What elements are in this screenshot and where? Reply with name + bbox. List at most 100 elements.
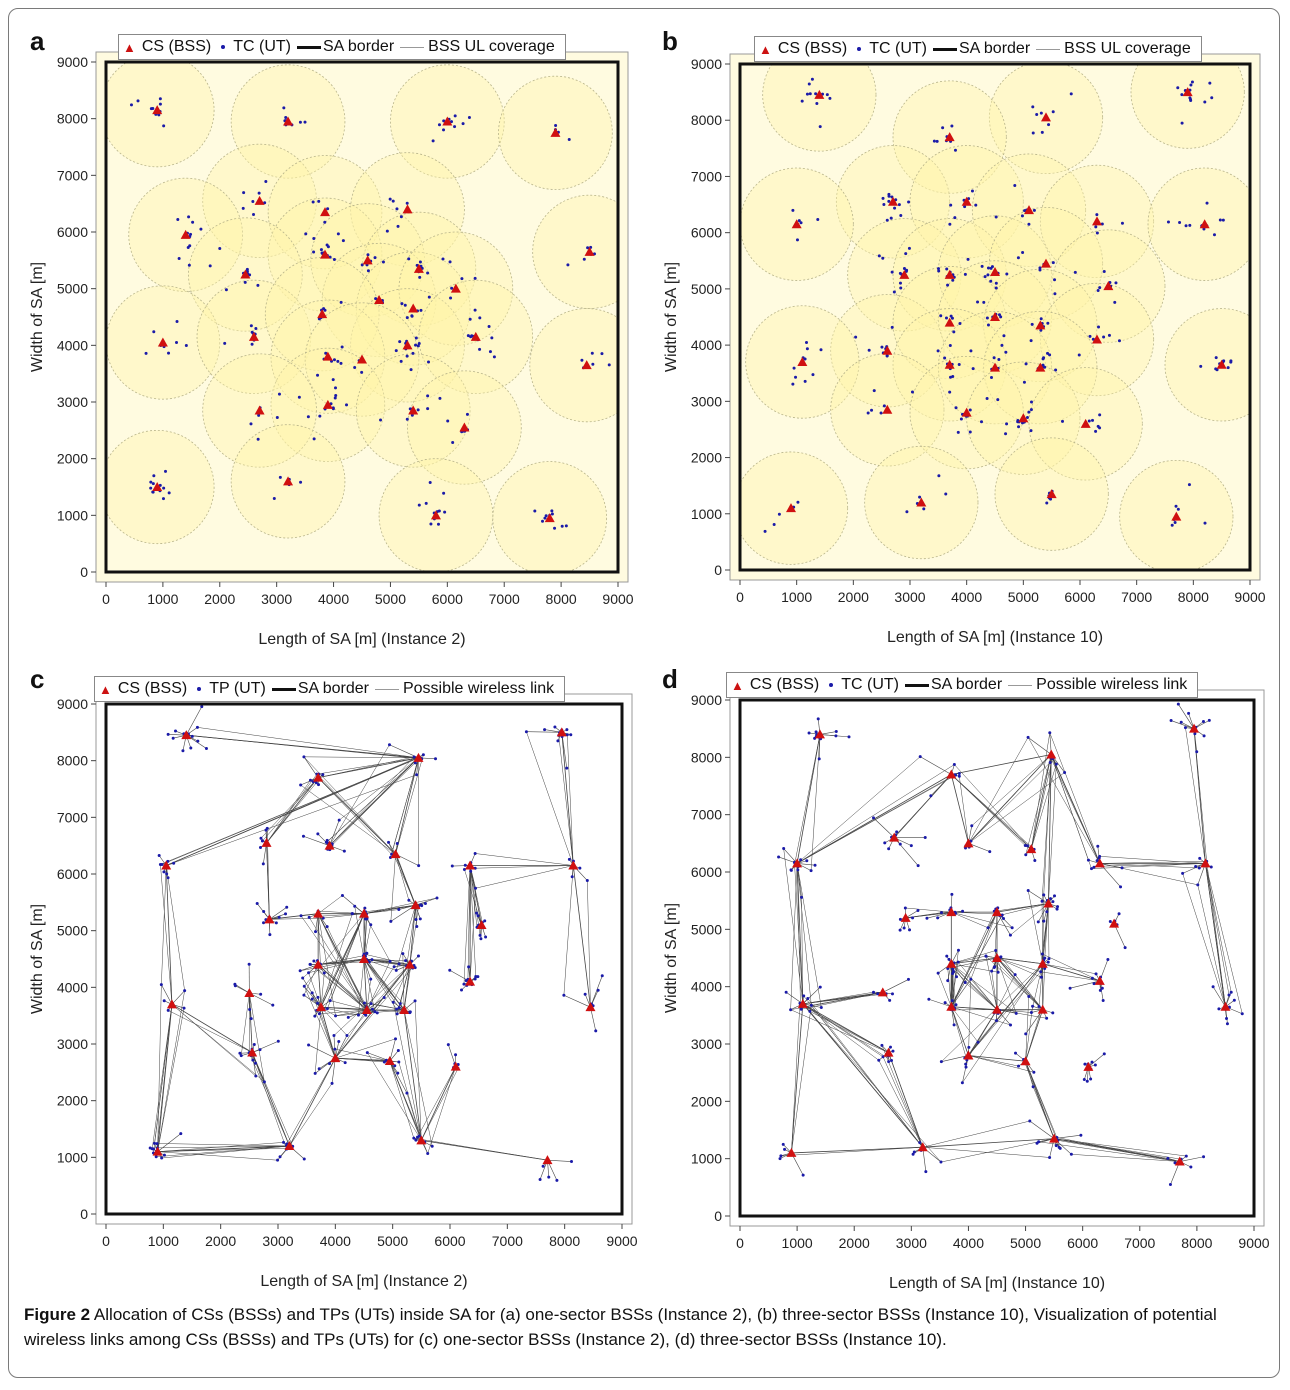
tc-point [1013,973,1017,977]
tc-point [442,119,446,123]
cs-marker [882,404,893,414]
cs-marker [247,1047,258,1057]
tc-point [484,935,488,939]
tc-point [988,850,992,854]
tc-point [1190,80,1194,84]
x-tick-label: 7000 [492,1233,523,1249]
wireless-link [920,756,952,775]
wireless-link [475,865,574,869]
tc-point [1027,410,1031,414]
tc-point [1020,214,1024,218]
tc-point [948,344,952,348]
tc-point [431,139,435,143]
wireless-link [951,754,1052,775]
tc-point [166,876,170,880]
y-tick-label: 8000 [57,753,88,769]
tc-point [1048,353,1052,357]
tc-point [328,999,332,1003]
x-tick-label: 3000 [896,1235,927,1251]
tc-point [819,348,823,352]
tc-point [1229,990,1233,994]
wireless-link [796,774,956,864]
tc-point [487,324,491,328]
tc-point [323,220,327,224]
wireless-link [335,1038,396,1059]
wireless-link [796,863,804,1004]
tc-point [891,1049,895,1053]
tc-point [256,437,260,441]
tc-point [952,763,956,767]
x-axis-label: Length of SA [m] (Instance 10) [889,1275,1105,1292]
tc-point [316,1001,320,1005]
tc-point [937,269,941,273]
caption-label: Figure 2 [24,1305,91,1324]
y-axis-label: Width of SA [m] [29,262,46,372]
tc-point [394,349,398,353]
tc-point [578,866,582,870]
tc-point [324,351,328,355]
tc-point [331,378,335,382]
wireless-link [420,1066,457,1141]
x-tick-label: 0 [736,589,744,605]
wireless-link [526,731,562,733]
cs-marker [390,849,401,859]
tc-point [418,275,422,279]
wireless-link [968,843,990,852]
tc-point [1101,998,1105,1002]
tc-point [828,96,832,100]
tc-point [948,222,952,226]
tc-point [872,990,876,994]
tc-point [333,396,337,400]
wireless-link [240,992,250,1056]
tc-point [903,906,907,910]
x-tick-label: 5000 [375,591,406,607]
tc-point [1021,250,1025,254]
y-tick-label: 0 [714,1208,722,1224]
wireless-link [922,1138,1055,1148]
coverage-circle [532,194,618,309]
y-tick-label: 2000 [57,1093,88,1109]
tc-point [943,356,947,360]
plot-background [95,51,629,583]
tc-point [963,205,967,209]
tc-point [1107,333,1111,337]
tc-point [1052,894,1056,898]
legend-a-cs: CS (BSS) [141,38,212,55]
wireless-link [289,1057,336,1147]
tc-point [1039,317,1043,321]
tc-point [1031,105,1035,109]
tc-point [399,215,403,219]
tc-point [1069,92,1073,96]
tc-point [251,1058,255,1062]
tc-point [1183,726,1187,730]
tc-point [375,1011,379,1015]
tc-point [162,124,166,128]
wireless-link [802,1003,942,1163]
tc-point [407,898,411,902]
tc-point [483,919,487,923]
cs-marker [944,359,955,369]
tc-point [897,203,901,207]
tc-point [373,1010,377,1014]
tc-point [1195,750,1199,754]
tc-point [218,246,222,250]
tc-point [369,1002,373,1006]
tc-point [1088,334,1092,338]
tc-point [807,82,811,86]
tc-point [957,771,961,775]
tc-point [969,977,973,981]
cs-marker [317,309,328,319]
wireless-link [951,963,955,1009]
coverage-legend-icon [1036,48,1061,50]
tc-point [1214,356,1218,360]
tc-point [316,373,320,377]
tc-point [468,317,472,321]
tc-point [948,390,952,394]
tc-point [803,379,807,383]
tc-point [334,393,338,397]
tc-point [181,749,185,753]
tc-point [1098,286,1102,290]
wireless-link [269,913,286,920]
tc-point [1039,970,1043,974]
wireless-link [968,979,972,1056]
